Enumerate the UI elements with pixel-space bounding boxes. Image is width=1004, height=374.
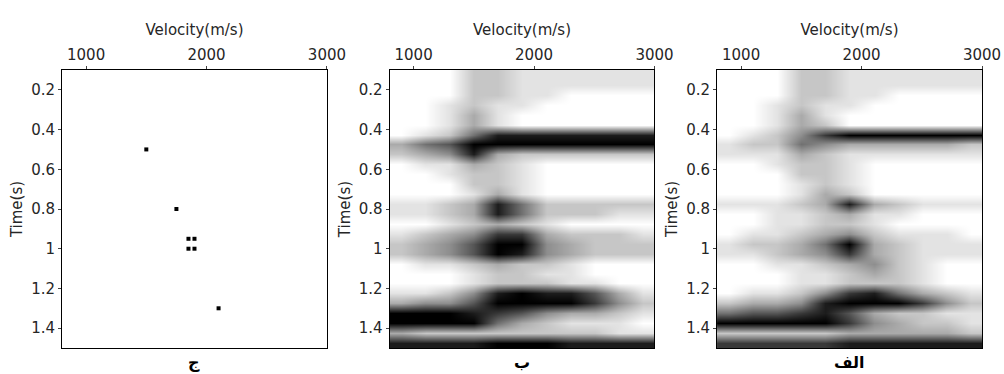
svg-text:Velocity(m/s): Velocity(m/s) <box>145 21 243 39</box>
svg-text:0.8: 0.8 <box>686 200 710 218</box>
svg-text:Velocity(m/s): Velocity(m/s) <box>473 21 571 39</box>
svg-text:Velocity(m/s): Velocity(m/s) <box>801 21 899 39</box>
svg-text:0.6: 0.6 <box>359 161 383 179</box>
svg-text:1: 1 <box>373 240 383 258</box>
svg-text:1000: 1000 <box>67 46 105 64</box>
svg-text:2000: 2000 <box>842 46 880 64</box>
svg-text:Time(s): Time(s) <box>8 181 26 238</box>
svg-text:3000: 3000 <box>308 46 346 64</box>
svg-text:0.4: 0.4 <box>686 121 710 139</box>
svg-text:1.4: 1.4 <box>359 319 383 337</box>
svg-text:2000: 2000 <box>187 46 225 64</box>
svg-text:1: 1 <box>700 240 710 258</box>
svg-text:0.2: 0.2 <box>31 81 55 99</box>
svg-text:الف: الف <box>834 353 865 372</box>
svg-text:1.4: 1.4 <box>686 319 710 337</box>
svg-text:ب: ب <box>514 353 530 372</box>
svg-text:0.4: 0.4 <box>31 121 55 139</box>
svg-text:Time(s): Time(s) <box>336 181 354 238</box>
svg-text:0.2: 0.2 <box>686 81 710 99</box>
svg-text:1.2: 1.2 <box>31 280 55 298</box>
svg-text:1.2: 1.2 <box>686 280 710 298</box>
svg-text:3000: 3000 <box>635 46 673 64</box>
svg-text:Time(s): Time(s) <box>663 181 681 238</box>
svg-text:0.8: 0.8 <box>359 200 383 218</box>
svg-text:1: 1 <box>45 240 55 258</box>
svg-text:0.4: 0.4 <box>359 121 383 139</box>
svg-text:0.8: 0.8 <box>31 200 55 218</box>
svg-text:ج: ج <box>188 353 200 372</box>
svg-text:1.4: 1.4 <box>31 319 55 337</box>
svg-text:1.2: 1.2 <box>359 280 383 298</box>
svg-text:3000: 3000 <box>963 46 1001 64</box>
svg-text:0.2: 0.2 <box>359 81 383 99</box>
svg-text:0.6: 0.6 <box>31 161 55 179</box>
svg-text:1000: 1000 <box>722 46 760 64</box>
svg-text:1000: 1000 <box>395 46 433 64</box>
svg-text:2000: 2000 <box>515 46 553 64</box>
svg-text:0.6: 0.6 <box>686 161 710 179</box>
